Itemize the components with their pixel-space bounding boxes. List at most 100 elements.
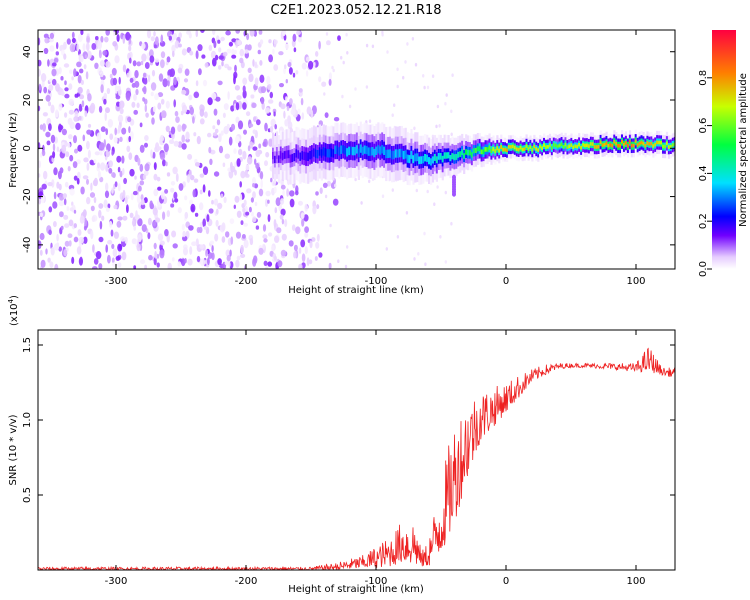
heatmap-sparse-cell bbox=[423, 231, 426, 236]
heatmap-noise-cell bbox=[144, 135, 149, 141]
heatmap-noise-cell bbox=[168, 35, 172, 41]
heatmap-noise-cell bbox=[151, 69, 156, 77]
heatmap-noise-cell bbox=[114, 127, 117, 136]
heatmap-noise-cell bbox=[301, 253, 306, 262]
heatmap-noise-cell bbox=[145, 112, 149, 118]
heatmap-noise-cell bbox=[84, 54, 88, 59]
y-tick-label: -40 bbox=[22, 237, 33, 253]
heatmap-signal-cell bbox=[634, 139, 637, 144]
heatmap-signal-cell bbox=[650, 141, 653, 146]
heatmap-noise-cell bbox=[245, 211, 250, 216]
heatmap-noise-cell bbox=[228, 136, 233, 146]
heatmap-noise-cell bbox=[213, 108, 218, 116]
heatmap-noise-cell bbox=[245, 111, 251, 117]
snr-x-ticks: -300 -200 -100 0 100 bbox=[105, 330, 646, 587]
heatmap-noise-cell bbox=[63, 198, 67, 206]
heatmap-noise-cell bbox=[305, 56, 310, 62]
heatmap-noise-cell bbox=[140, 203, 146, 210]
heatmap-noise-cell bbox=[55, 51, 59, 56]
heatmap-sparse-cell bbox=[426, 189, 429, 194]
heatmap-noise-cell bbox=[300, 212, 305, 220]
heatmap-noise-cell bbox=[319, 187, 323, 194]
heatmap-noise-cell bbox=[76, 246, 82, 255]
heatmap-noise-cell bbox=[74, 148, 78, 154]
heatmap-noise-cell bbox=[72, 161, 78, 169]
heatmap-sparse-cell bbox=[423, 85, 426, 90]
heatmap-sparse-cell bbox=[360, 201, 363, 205]
heatmap-noise-cell bbox=[171, 257, 175, 262]
heatmap-signal-cell bbox=[572, 145, 575, 150]
heatmap-noise-cell bbox=[177, 124, 182, 132]
heatmap-signal-cell bbox=[365, 145, 368, 155]
heatmap-noise-cell bbox=[90, 182, 93, 191]
heatmap-noise-cell bbox=[224, 153, 230, 159]
heatmap-noise-cell bbox=[90, 230, 94, 240]
heatmap-noise-cell bbox=[118, 76, 121, 85]
heatmap-noise-cell bbox=[86, 129, 92, 135]
heatmap-noise-cell bbox=[111, 257, 115, 264]
heatmap-noise-cell bbox=[254, 201, 258, 207]
heatmap-noise-cell bbox=[220, 36, 225, 42]
heatmap-noise-cell bbox=[216, 119, 221, 126]
colorbar-tick-label: 0.6 bbox=[698, 118, 709, 134]
heatmap-signal-cell bbox=[431, 156, 435, 164]
heatmap-noise-cell bbox=[51, 62, 57, 67]
heatmap-signal-cell bbox=[548, 143, 552, 148]
heatmap-sparse-cell bbox=[417, 252, 420, 256]
heatmap-signal-cell bbox=[648, 142, 651, 146]
colorbar: 0.0 0.2 0.4 0.6 0.8 Normalized spectral ampl… bbox=[698, 30, 749, 277]
heatmap-noise-cell bbox=[242, 77, 248, 85]
heatmap-noise-cell bbox=[252, 129, 257, 134]
heatmap-noise-cell bbox=[266, 75, 271, 85]
heatmap-noise-cell bbox=[158, 73, 164, 82]
heatmap-noise-cell bbox=[162, 159, 166, 167]
heatmap-noise-cell bbox=[187, 153, 193, 160]
heatmap-noise-cell bbox=[99, 60, 105, 67]
heatmap-noise-cell bbox=[149, 49, 154, 58]
heatmap-noise-cell bbox=[170, 126, 176, 135]
heatmap-sparse-cell bbox=[393, 103, 396, 107]
heatmap-noise-cell bbox=[157, 233, 164, 241]
heatmap-noise-cell bbox=[105, 163, 109, 172]
heatmap-noise-cell bbox=[76, 178, 80, 185]
heatmap-sparse-cell bbox=[337, 259, 340, 264]
heatmap-sparse-cell bbox=[450, 109, 453, 114]
heatmap-noise-cell bbox=[48, 84, 54, 92]
heatmap-noise-cell bbox=[113, 204, 118, 210]
heatmap-signal-cell bbox=[640, 140, 643, 145]
heatmap-noise-cell bbox=[184, 195, 188, 201]
heatmap-noise-cell bbox=[76, 61, 82, 68]
heatmap-signal-cell bbox=[385, 149, 388, 159]
heatmap-noise-cell bbox=[304, 232, 309, 238]
spectrogram-x-label: Height of straight line (km) bbox=[288, 285, 424, 296]
heatmap-noise-cell bbox=[160, 34, 164, 44]
heatmap-noise-cell bbox=[309, 240, 313, 249]
x-tick-label: -300 bbox=[105, 276, 128, 287]
heatmap-noise-cell bbox=[79, 106, 83, 112]
x-tick-label: -100 bbox=[365, 276, 388, 287]
heatmap-signal-cell bbox=[656, 140, 659, 145]
heatmap-noise-cell bbox=[196, 227, 201, 233]
heatmap-signal-cell bbox=[293, 153, 296, 162]
heatmap-noise-cell bbox=[64, 93, 70, 99]
heatmap-sparse-cell bbox=[396, 235, 400, 239]
heatmap-noise-cell bbox=[144, 142, 148, 148]
heatmap-noise-cell bbox=[99, 142, 105, 151]
heatmap-noise-cell bbox=[153, 173, 158, 181]
heatmap-sparse-cell bbox=[332, 68, 335, 73]
heatmap-noise-cell bbox=[202, 218, 206, 228]
heatmap-noise-cell bbox=[273, 186, 277, 194]
heatmap-noise-cell bbox=[284, 43, 290, 50]
heatmap-noise-cell bbox=[216, 208, 219, 215]
y-tick-label: 20 bbox=[22, 94, 33, 107]
heatmap-noise-cell bbox=[230, 123, 236, 131]
heatmap-sparse-cell bbox=[444, 190, 447, 195]
heatmap-noise-cell bbox=[204, 62, 209, 68]
heatmap-noise-cell bbox=[260, 86, 267, 94]
heatmap-signal-cell bbox=[461, 149, 464, 155]
heatmap-signal-cell bbox=[513, 145, 516, 150]
heatmap-noise-cell bbox=[113, 136, 118, 144]
heatmap-signal-cell bbox=[671, 143, 674, 147]
heatmap-noise-cell bbox=[136, 194, 141, 204]
heatmap-noise-cell bbox=[113, 231, 119, 239]
